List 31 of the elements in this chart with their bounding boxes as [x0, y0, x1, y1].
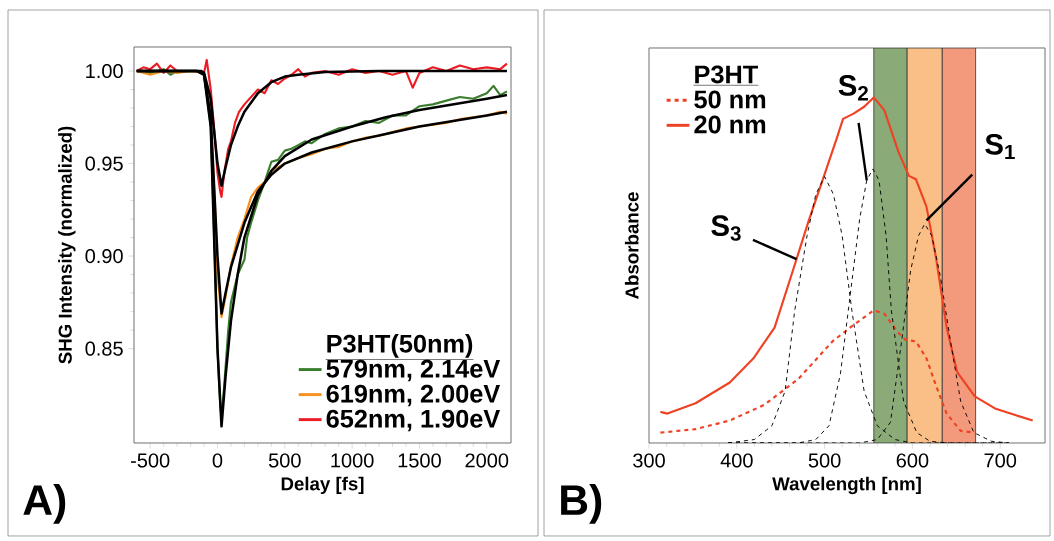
x-tick-label: 400: [720, 453, 753, 468]
y-tick-label: 0.85: [85, 341, 123, 356]
annotation: S$_{1}$: [985, 133, 1015, 160]
x-tick-label: 2000: [465, 453, 509, 468]
annotation: S$_{3}$: [711, 215, 741, 241]
legend-label: 579nm, 2.14eV: [326, 359, 501, 382]
y-axis-title: Absorbance: [624, 192, 639, 299]
x-tick-label: 300: [633, 453, 665, 468]
legend-title: P3HT(50nm): [327, 334, 473, 358]
text: B): [561, 483, 602, 524]
y-axis-title: SHG Intensity (normalized): [58, 126, 76, 364]
y-tick-label: 0.95: [85, 156, 123, 171]
x-tick-label: 600: [896, 453, 929, 468]
legend-label: 652nm, 1.90eV: [326, 409, 501, 432]
x-tick-label: 500: [268, 453, 301, 468]
x-tick-label: 0: [212, 453, 223, 468]
legend-label: 20 nm: [694, 115, 766, 134]
annotation: S$_{2}$: [838, 75, 868, 101]
x-axis-title: Wavelength [nm]: [772, 476, 921, 495]
y-tick-label: 1.00: [86, 63, 123, 79]
x-tick-label: -500: [131, 453, 170, 468]
y-tick-label: 0.90: [85, 249, 123, 264]
legend-label: 50 nm: [694, 90, 766, 109]
x-tick-label: 500: [808, 453, 841, 468]
x-axis-title: Delay [fs]: [281, 476, 364, 495]
x-tick-label: 700: [984, 453, 1017, 468]
legend-label: 619nm, 2.00eV: [326, 384, 501, 407]
x-tick-label: 1500: [398, 453, 441, 468]
x-tick-label: 1000: [331, 453, 374, 468]
text: A): [23, 483, 66, 524]
legend-title: P3HT: [695, 65, 758, 84]
